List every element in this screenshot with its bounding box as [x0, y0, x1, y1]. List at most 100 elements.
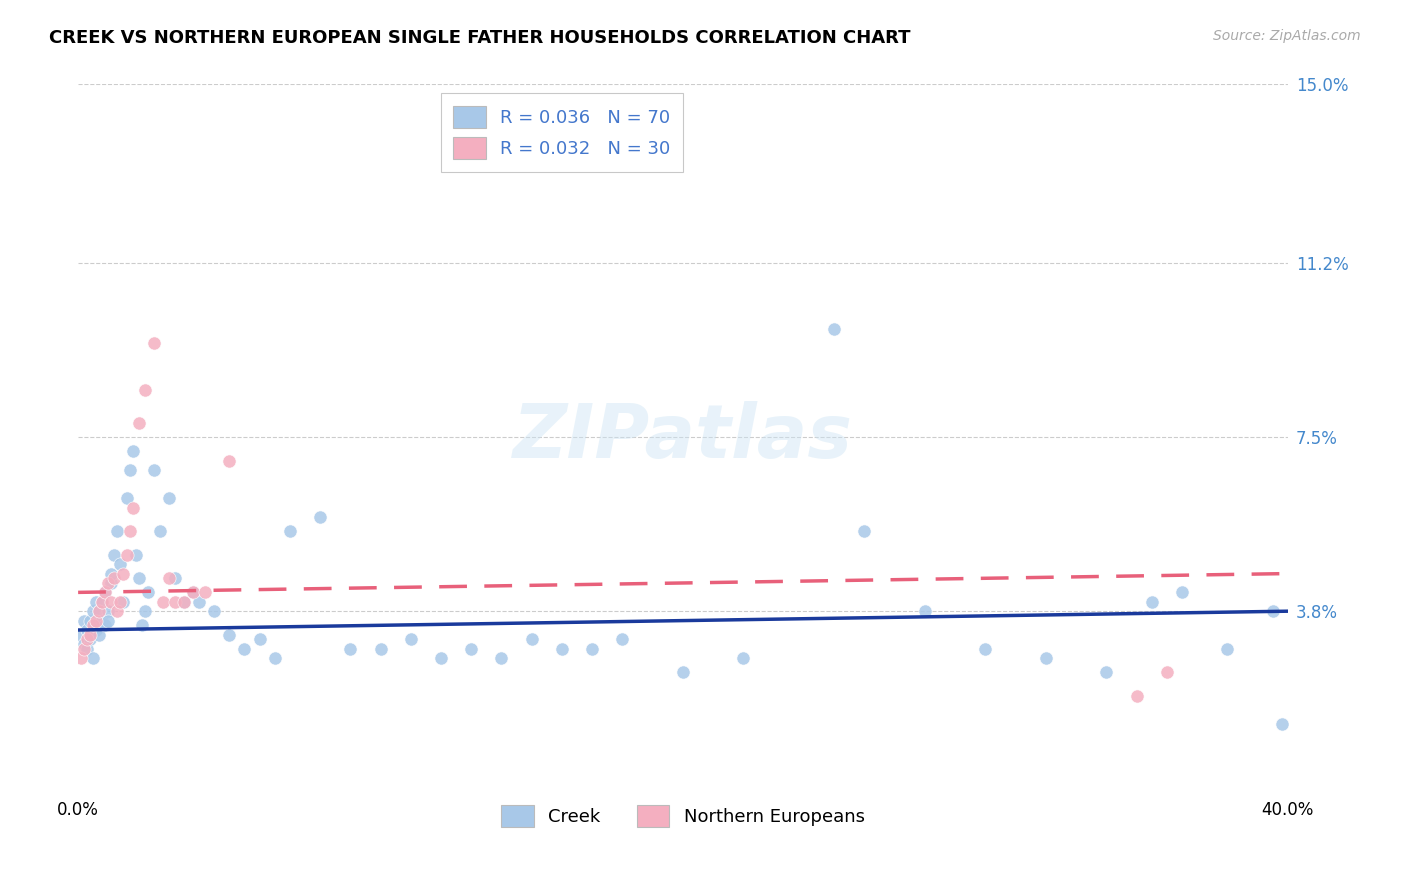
Point — [430, 651, 453, 665]
Point — [73, 637, 96, 651]
Point — [94, 618, 117, 632]
Point — [914, 604, 936, 618]
Text: Source: ZipAtlas.com: Source: ZipAtlas.com — [1213, 29, 1361, 43]
Point — [79, 628, 101, 642]
Point — [91, 595, 114, 609]
Point — [1271, 717, 1294, 731]
Point — [82, 618, 104, 632]
Point — [520, 632, 543, 647]
Point — [79, 632, 101, 647]
Point — [89, 604, 111, 618]
Point — [142, 463, 165, 477]
Point — [309, 510, 332, 524]
Point — [115, 491, 138, 506]
Point — [115, 548, 138, 562]
Point — [97, 604, 120, 618]
Point — [103, 548, 125, 562]
Point — [263, 651, 285, 665]
Point — [339, 641, 361, 656]
Point — [218, 628, 240, 642]
Point — [181, 585, 204, 599]
Point — [157, 491, 180, 506]
Point — [152, 595, 174, 609]
Point — [82, 651, 104, 665]
Point — [79, 614, 101, 628]
Point — [131, 618, 153, 632]
Point — [1095, 665, 1118, 680]
Point — [134, 604, 156, 618]
Point — [91, 614, 114, 628]
Point — [399, 632, 422, 647]
Point — [124, 548, 146, 562]
Point — [173, 595, 195, 609]
Point — [853, 524, 876, 539]
Point — [128, 571, 150, 585]
Point — [370, 641, 392, 656]
Point — [1140, 595, 1163, 609]
Point — [70, 628, 93, 642]
Point — [94, 585, 117, 599]
Point — [118, 524, 141, 539]
Point — [70, 651, 93, 665]
Point — [100, 566, 122, 581]
Point — [672, 665, 695, 680]
Legend: Creek, Northern Europeans: Creek, Northern Europeans — [494, 797, 872, 834]
Point — [76, 623, 98, 637]
Point — [76, 632, 98, 647]
Point — [100, 595, 122, 609]
Point — [121, 500, 143, 515]
Point — [1125, 689, 1147, 703]
Point — [194, 585, 217, 599]
Point — [110, 595, 132, 609]
Point — [823, 322, 845, 336]
Point — [233, 641, 256, 656]
Point — [974, 641, 997, 656]
Point — [249, 632, 271, 647]
Point — [112, 566, 135, 581]
Text: ZIPatlas: ZIPatlas — [513, 401, 853, 474]
Point — [128, 416, 150, 430]
Point — [202, 604, 225, 618]
Point — [134, 383, 156, 397]
Point — [1261, 604, 1284, 618]
Point — [1156, 665, 1178, 680]
Point — [73, 614, 96, 628]
Point — [163, 595, 186, 609]
Text: CREEK VS NORTHERN EUROPEAN SINGLE FATHER HOUSEHOLDS CORRELATION CHART: CREEK VS NORTHERN EUROPEAN SINGLE FATHER… — [49, 29, 911, 46]
Point — [149, 524, 172, 539]
Point — [84, 623, 107, 637]
Point — [91, 595, 114, 609]
Point — [157, 571, 180, 585]
Point — [107, 524, 129, 539]
Point — [97, 614, 120, 628]
Point — [733, 651, 755, 665]
Point — [110, 557, 132, 571]
Point — [89, 604, 111, 618]
Point — [581, 641, 603, 656]
Point — [173, 595, 195, 609]
Point — [84, 614, 107, 628]
Point — [1171, 585, 1194, 599]
Point — [103, 571, 125, 585]
Point — [551, 641, 574, 656]
Point — [181, 585, 204, 599]
Point — [121, 444, 143, 458]
Point — [89, 628, 111, 642]
Point — [136, 585, 159, 599]
Point — [94, 585, 117, 599]
Point — [188, 595, 211, 609]
Point — [278, 524, 301, 539]
Point — [82, 604, 104, 618]
Point — [107, 604, 129, 618]
Point — [76, 641, 98, 656]
Point — [491, 651, 513, 665]
Point — [118, 463, 141, 477]
Point — [1216, 641, 1239, 656]
Point — [1035, 651, 1057, 665]
Point — [218, 453, 240, 467]
Point — [142, 336, 165, 351]
Point — [97, 576, 120, 591]
Point — [163, 571, 186, 585]
Point — [73, 641, 96, 656]
Point — [100, 576, 122, 591]
